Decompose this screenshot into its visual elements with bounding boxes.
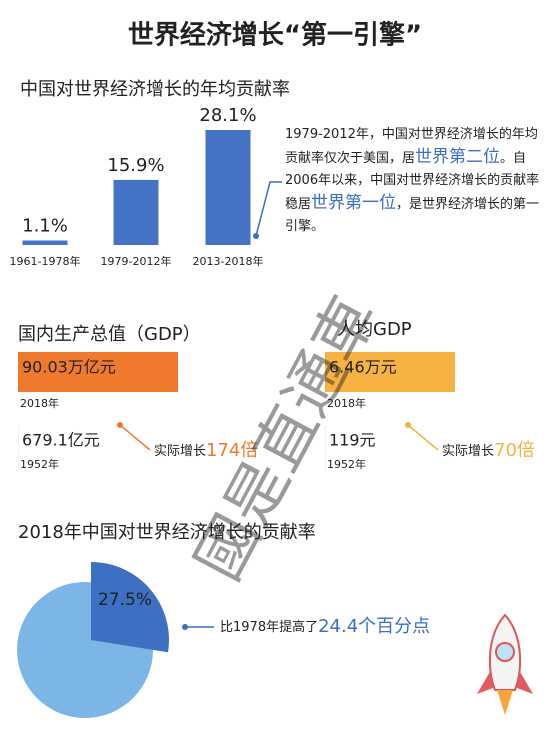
text-part: 70倍	[494, 440, 535, 461]
pie-slice	[91, 562, 169, 653]
value-label: 1.1%	[22, 215, 68, 236]
text-part: 24.4个百分点	[318, 616, 430, 637]
dot	[405, 422, 411, 428]
category-label: 1979-2012年	[101, 254, 172, 268]
page-title: 世界经济增长“第一引擎”	[128, 20, 422, 51]
dot	[117, 422, 123, 428]
text-part: 实际增长	[442, 444, 494, 459]
text-part: 实际增长	[154, 444, 206, 459]
bar	[22, 240, 68, 245]
category-label: 2018年	[20, 396, 59, 410]
annotation-part: 世界第二位	[415, 147, 501, 167]
chart-title: 中国对世界经济增长的年均贡献率	[20, 79, 290, 100]
value-label: 28.1%	[199, 105, 256, 126]
bar	[325, 352, 455, 392]
rocket	[477, 613, 533, 715]
category-label: 1961-1978年	[10, 254, 81, 268]
category-label: 1952年	[20, 457, 59, 471]
annotation-part: 1979-2012年，中国对世界经济增长的年均贡献率仅次于美国，居	[285, 127, 538, 166]
bar	[18, 352, 178, 392]
value-label: 15.9%	[107, 155, 164, 176]
text-part: 174倍	[206, 440, 258, 461]
value-label: 27.5%	[98, 590, 152, 610]
category-label: 2018年	[327, 396, 366, 410]
text-part: 比1978年提高了	[220, 619, 318, 635]
category-label: 2013-2018年	[193, 254, 264, 268]
value-label: 679.1亿元	[22, 431, 100, 450]
dot	[182, 624, 188, 630]
annotation: 1979-2012年，中国对世界经济增长的年均贡献率仅次于美国，居世界第二位。自…	[285, 124, 543, 238]
annotation-part: ，是世界经济增长的第一引擎。	[285, 197, 540, 234]
connector	[255, 181, 282, 237]
value-label: 90.03万亿元	[22, 358, 116, 377]
value-label: 6.46万元	[329, 358, 397, 377]
category-label: 1952年	[327, 457, 366, 471]
annotation-part: 。自2006年以来，中国对世界经济增长的贡献率稳居	[285, 151, 540, 212]
dot	[253, 233, 259, 239]
connector	[407, 424, 439, 451]
annotation-part: 世界第一位	[311, 193, 397, 213]
bar	[205, 130, 251, 245]
chart-title: 2018年中国对世界经济增长的贡献率	[18, 522, 316, 543]
chart-title: 人均GDP	[337, 319, 412, 340]
increase-note: 比1978年提高了24.4个百分点	[220, 616, 430, 637]
chart-title: 国内生产总值（GDP）	[18, 324, 201, 345]
growth-note: 实际增长174倍	[154, 440, 258, 461]
growth-note: 实际增长70倍	[442, 440, 535, 461]
bar	[113, 179, 159, 245]
value-label: 119元	[329, 431, 376, 450]
connector	[119, 424, 151, 451]
